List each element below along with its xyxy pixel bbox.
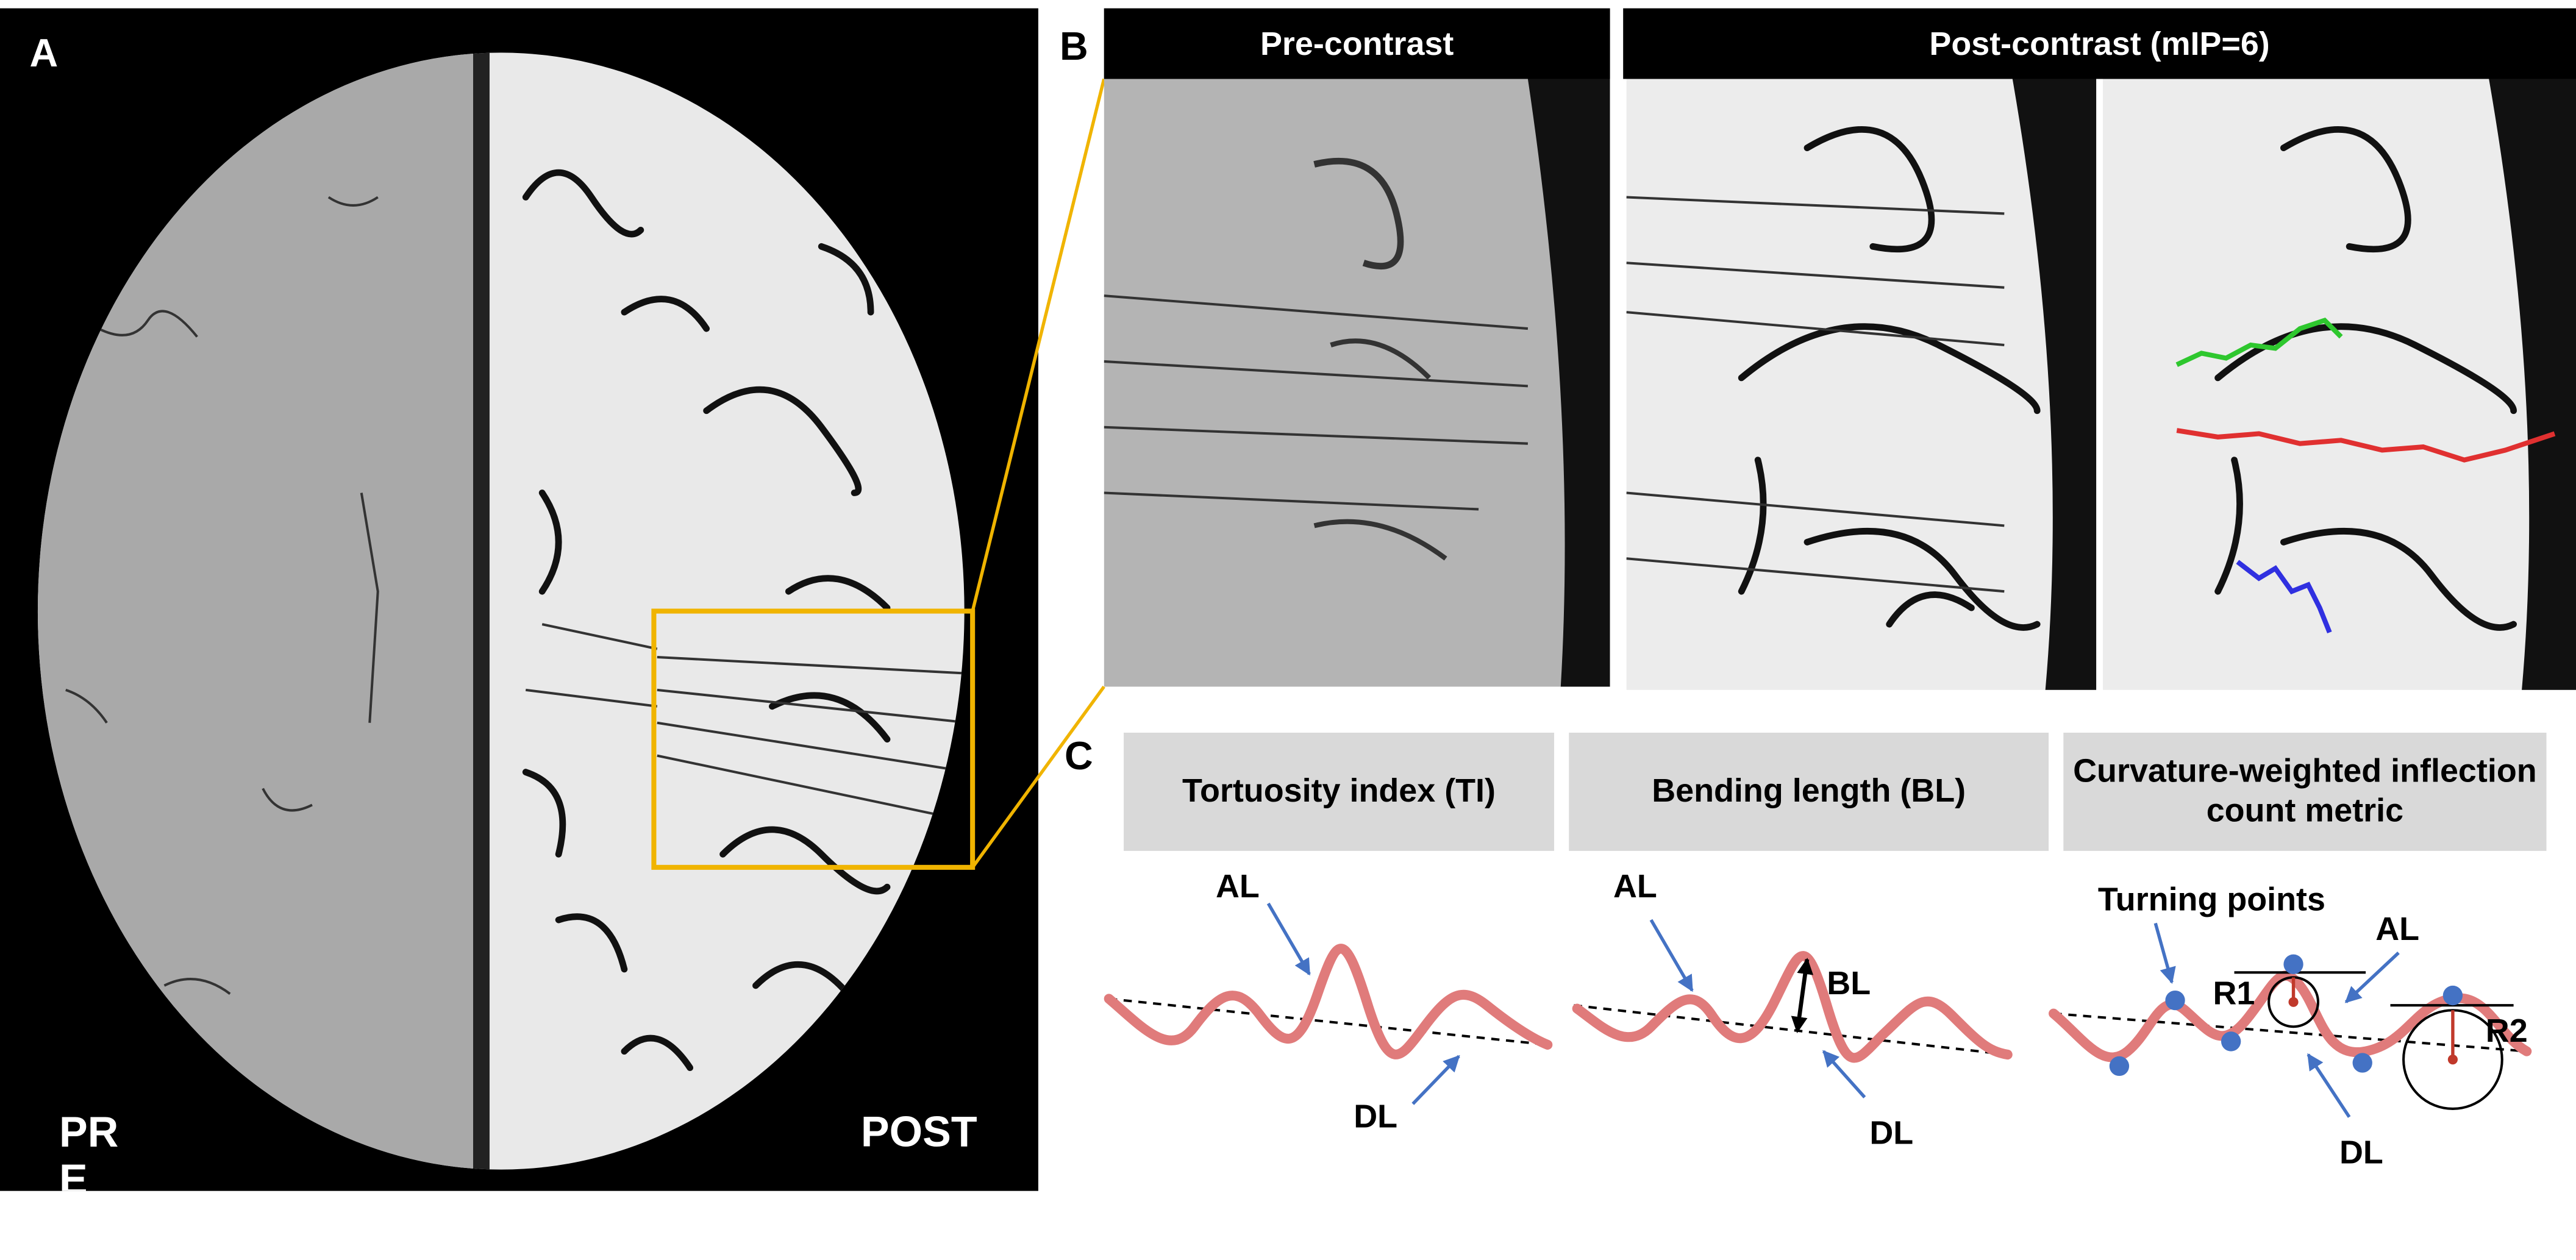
metric-title-wrap: Curvature-weighted inflection count metr… (2073, 753, 2537, 830)
post-label: POST (861, 1108, 977, 1156)
post-contrast-traced-image (2102, 79, 2576, 690)
metric-box (1124, 732, 1555, 851)
metric-title: Curvature-weighted inflection count metr… (2073, 753, 2537, 830)
pre-label: PRE (59, 1108, 119, 1191)
annotation: AL (1613, 868, 1657, 905)
annotation: BL (1827, 965, 1871, 1002)
metric-box (2063, 732, 2547, 851)
annotation: AL (1216, 868, 1260, 905)
pre-contrast-image (1104, 79, 1610, 687)
zoom-box (651, 608, 976, 870)
bl-diagram: AL BL DL (1572, 868, 2013, 1151)
metric-title: Tortuosity index (TI) (1182, 774, 1496, 810)
annotation: DL (1354, 1098, 1397, 1134)
annotation: AL (2375, 911, 2419, 947)
panel-b: B Pre-contrast Post-contrast (mIP=6) (1060, 8, 2576, 690)
header-bar (1623, 8, 2576, 79)
panel-c: C Tortuosity index (TI) Bending length (… (1065, 732, 2547, 1171)
metric-title-wrap: Bending length (BL) (1652, 774, 1966, 810)
metric-box (1569, 732, 2049, 851)
annotation: R1 (2213, 975, 2255, 1011)
header-bar (1104, 8, 1610, 79)
metric-title: Bending length (BL) (1652, 774, 1966, 810)
header: Pre-contrast (1260, 26, 1454, 62)
pre-label-wrap: PRE (59, 1108, 119, 1191)
panel-label: C (1065, 733, 1093, 778)
panel-label: A (30, 30, 59, 75)
annotation: DL (2339, 1134, 2383, 1171)
header: Post-contrast (mIP=6) (1929, 26, 2269, 62)
ti-diagram: AL DL (1104, 868, 1553, 1134)
annotation: Turning points (2098, 881, 2325, 918)
annotation: DL (1869, 1114, 1913, 1151)
curvature-diagram: Turning points AL R1 R2 DL (2049, 881, 2532, 1171)
zoom-line (971, 78, 1106, 612)
panel-label: B (1060, 24, 1088, 68)
metric-title-wrap: Tortuosity index (TI) (1182, 774, 1496, 810)
zoom-line (971, 685, 1105, 869)
panel-a: A PRE POST (0, 8, 1106, 1191)
post-contrast-image (1626, 79, 2097, 690)
annotation: R2 (2486, 1013, 2528, 1049)
